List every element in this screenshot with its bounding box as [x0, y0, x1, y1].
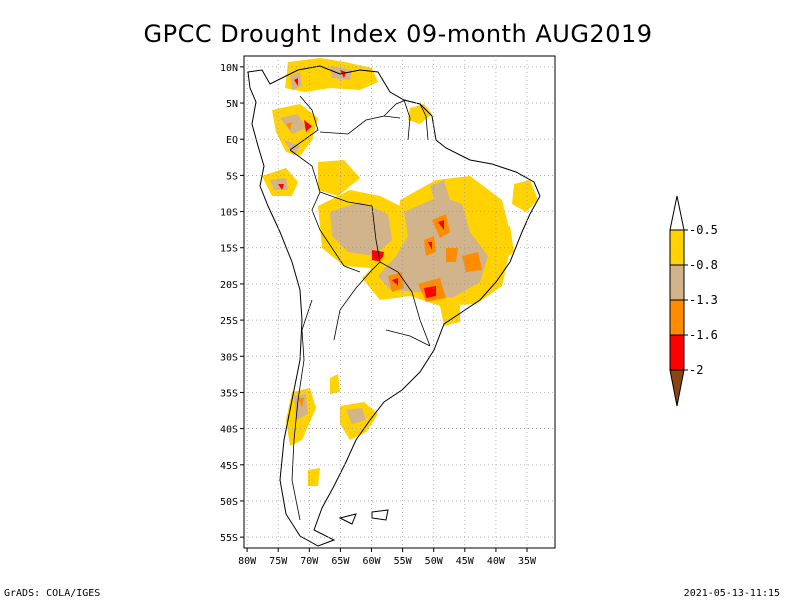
lon-tick-label: 60W: [362, 556, 381, 567]
lon-tick-label: 65W: [331, 556, 350, 567]
lat-tick-label: 10S: [220, 208, 238, 219]
lat-tick-label: 25S: [220, 316, 238, 327]
footer-right: 2021-05-13-11:15: [684, 588, 780, 599]
map-title: GPCC Drought Index 09-month AUG2019: [144, 20, 653, 48]
lat-tick-label: 45S: [220, 461, 238, 472]
lat-tick-label: 5S: [226, 171, 238, 182]
lat-tick-label: 10N: [220, 63, 238, 74]
lat-tick-label: 35S: [220, 388, 238, 399]
drought-shading: [262, 58, 538, 486]
lat-tick-label: 55S: [220, 533, 238, 544]
lat-tick-label: 50S: [220, 497, 238, 508]
coastline: [247, 65, 541, 547]
lon-tick-label: 45W: [456, 556, 475, 567]
lat-tick-label: 5N: [226, 99, 238, 110]
legend-label: -0.5: [689, 223, 718, 237]
legend-label: -1.3: [689, 293, 718, 307]
lon-tick-label: 80W: [238, 556, 257, 567]
lon-tick-label: 35W: [518, 556, 537, 567]
lat-tick-label: 30S: [220, 352, 238, 363]
legend: -0.5 -0.8 -1.3 -1.6 -2: [669, 195, 718, 407]
legend-swatch: [669, 264, 685, 301]
legend-swatch-bottom: [669, 369, 685, 407]
lon-tick-label: 55W: [394, 556, 413, 567]
latitude-tick-labels: 10N 5N EQ 5S 10S 15S 20S 25S 30S 35S 40S 45S 50S 55S: [220, 63, 244, 544]
lat-tick-label: EQ: [226, 135, 238, 146]
footer-left: GrADS: COLA/IGES: [4, 588, 100, 599]
lat-tick-label: 15S: [220, 244, 238, 255]
lon-tick-label: 75W: [269, 556, 288, 567]
legend-label: -2: [689, 363, 703, 377]
legend-swatch-top: [669, 195, 685, 231]
lat-tick-label: 40S: [220, 425, 238, 436]
legend-swatch: [669, 334, 685, 371]
lat-tick-label: 20S: [220, 280, 238, 291]
legend-swatch: [669, 299, 685, 336]
lon-tick-label: 70W: [300, 556, 319, 567]
legend-label: -0.8: [689, 258, 718, 272]
longitude-tick-labels: 80W 75W 70W 65W 60W 55W 50W 45W 40W 35W: [238, 548, 537, 567]
legend-swatch: [669, 229, 685, 266]
legend-label: -1.6: [689, 328, 718, 342]
country-borders: [289, 95, 431, 521]
lon-tick-label: 40W: [487, 556, 506, 567]
map-frame: [243, 55, 556, 549]
lon-tick-label: 50W: [425, 556, 444, 567]
